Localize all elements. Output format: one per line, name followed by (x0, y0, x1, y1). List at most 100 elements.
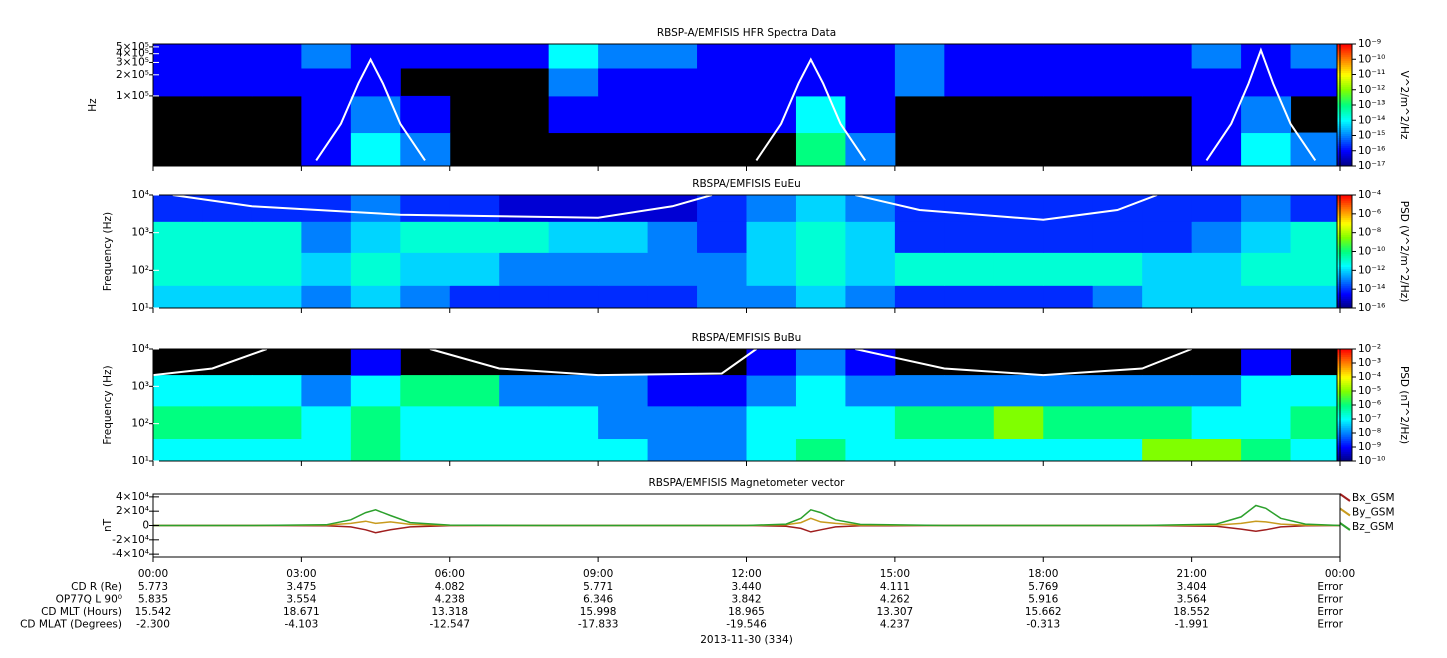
panel-title: RBSPA/EMFISIS Magnetometer vector (649, 477, 846, 489)
colorbar-tick-label: 10⁻⁸ (1358, 227, 1381, 239)
heatmap-cell (993, 375, 1044, 407)
heatmap-cell (1191, 285, 1242, 309)
colorbar-tick-label: 10⁻⁶ (1358, 399, 1381, 411)
heatmap-cell (499, 221, 550, 253)
heatmap-cell (251, 252, 302, 286)
heatmap-cell (746, 44, 797, 69)
colorbar-slice (1337, 96, 1352, 100)
colorbar-slice (1337, 287, 1352, 290)
colorbar-slice (1337, 127, 1352, 130)
heatmap-cell (400, 438, 451, 462)
heatmap-cell (1142, 44, 1193, 69)
colorbar-slice (1337, 217, 1352, 220)
heatmap-cell (449, 375, 500, 407)
heatmap-cell (746, 252, 797, 286)
heatmap-cell (548, 44, 599, 69)
colorbar-slice (1337, 382, 1352, 385)
colorbar-slice (1337, 50, 1352, 53)
heatmap-cell (350, 405, 401, 440)
ephemeris-label: CD MLT (Hours) (41, 606, 122, 618)
colorbar-slice (1337, 393, 1352, 397)
colorbar-slice (1337, 102, 1352, 106)
colorbar-slice (1337, 371, 1352, 374)
heatmap-cell (795, 285, 846, 309)
heatmap-cell (350, 438, 401, 462)
colorbar-slice (1337, 272, 1352, 275)
heatmap-cell (746, 95, 797, 134)
colorbar-slice (1337, 264, 1352, 268)
heatmap-cell (845, 438, 896, 462)
colorbar-slice (1337, 64, 1352, 67)
heatmap-cell (894, 44, 945, 69)
heatmap-cell (1191, 221, 1242, 253)
heatmap-cell (202, 375, 253, 407)
heatmap-cell (845, 285, 896, 309)
heatmap-cell (795, 349, 846, 376)
heatmap-cell (1241, 95, 1292, 134)
colorbar-slice (1337, 350, 1352, 354)
heatmap-cell (746, 68, 797, 97)
heatmap-cell (1191, 95, 1242, 134)
heatmap-cell (548, 438, 599, 462)
heatmap-cell (350, 285, 401, 309)
colorbar-slice (1337, 143, 1352, 147)
heatmap-cell (153, 221, 203, 253)
colorbar-slice (1337, 289, 1352, 292)
heatmap-cell (153, 405, 203, 440)
heatmap-cell (944, 438, 995, 462)
colorbar-slice (1337, 48, 1352, 51)
y-tick-label: 4×10⁵ (116, 48, 149, 60)
colorbar-slice (1337, 161, 1352, 165)
colorbar-slice (1337, 388, 1352, 391)
colorbar-slice (1337, 245, 1352, 249)
heatmap-cell (153, 285, 203, 309)
heatmap-cell (1043, 285, 1094, 309)
colorbar-slice (1337, 125, 1352, 128)
ephemeris-value: 5.916 (1028, 594, 1058, 606)
colorbar-slice (1337, 131, 1352, 134)
heatmap-cell (400, 221, 451, 253)
colorbar-slice (1337, 279, 1352, 283)
colorbar-tick-label: 10⁻¹⁷ (1358, 160, 1385, 172)
colorbar-slice (1337, 451, 1352, 455)
heatmap-cell (548, 221, 599, 253)
y-tick-label: 2×10⁵ (116, 69, 149, 81)
ephemeris-value: -12.547 (429, 619, 470, 631)
heatmap-cell (1043, 44, 1094, 69)
heatmap-cell (1290, 221, 1341, 253)
colorbar-slice (1337, 300, 1352, 303)
colorbar-slice (1337, 202, 1352, 205)
legend-swatch (1339, 493, 1351, 502)
ephemeris-value: 15.998 (580, 606, 617, 618)
colorbar-slice (1337, 107, 1352, 110)
colorbar-slice (1337, 153, 1352, 157)
colorbar-slice (1337, 306, 1352, 309)
heatmap-cell (1142, 438, 1193, 462)
colorbar-tick-label: 10⁻⁹ (1358, 441, 1381, 453)
heatmap-cell (1191, 438, 1242, 462)
colorbar-slice (1337, 206, 1352, 209)
colorbar-slice (1337, 408, 1352, 412)
heatmap-cell (894, 285, 945, 309)
ephemeris-value: 13.318 (431, 606, 468, 618)
colorbar-slice (1337, 369, 1352, 372)
heatmap-cell (993, 44, 1044, 69)
heatmap-cell (350, 349, 401, 376)
heatmap-cell (697, 438, 747, 462)
heatmap-cell (647, 68, 698, 97)
ephemeris-value: 4.237 (880, 619, 910, 631)
colorbar-slice (1337, 70, 1352, 73)
colorbar-slice (1337, 46, 1352, 49)
colorbar-tick-label: 10⁻⁸ (1358, 427, 1381, 439)
heatmap-cell (1290, 438, 1341, 462)
heatmap-cell (1290, 285, 1341, 309)
heatmap-cell (548, 95, 599, 134)
colorbar-slice (1337, 123, 1352, 126)
heatmap-cell (1092, 195, 1143, 222)
colorbar-slice (1337, 200, 1352, 204)
heatmap-cell (499, 252, 550, 286)
heatmap-cell (1142, 221, 1193, 253)
colorbar-slice (1337, 459, 1352, 462)
colorbar-slice (1337, 155, 1352, 159)
heatmap-cell (1043, 195, 1094, 222)
